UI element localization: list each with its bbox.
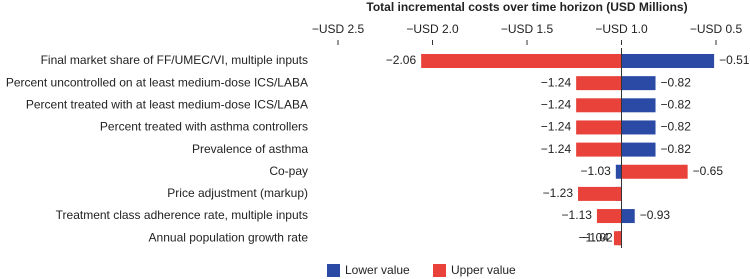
value-label: −0.82 — [661, 75, 692, 89]
category-label: Percent treated with asthma controllers — [100, 120, 308, 134]
value-label: −1.23 — [543, 186, 574, 200]
bar — [576, 76, 622, 91]
value-label: −1.03 — [580, 164, 611, 178]
category-label: Co-pay — [269, 164, 308, 178]
bar — [621, 76, 656, 91]
value-label: −1.02 — [582, 230, 613, 244]
category-label: Percent uncontrolled on at least medium-… — [6, 75, 308, 89]
value-label: −1.24 — [541, 142, 572, 156]
value-label: −0.93 — [640, 208, 671, 222]
legend-swatch — [327, 264, 340, 277]
x-tick-label: −USD 2.5 — [312, 22, 365, 36]
bar — [576, 120, 622, 135]
bar — [596, 209, 622, 224]
bar — [613, 231, 622, 246]
legend-label: Lower value — [345, 263, 410, 277]
value-label: −1.24 — [541, 97, 572, 111]
bar — [621, 209, 635, 224]
value-label: −1.24 — [541, 75, 572, 89]
x-tick-label: −USD 2.0 — [406, 22, 459, 36]
bar — [621, 54, 715, 68]
bar — [421, 54, 622, 68]
category-label: Final market share of FF/UMEC/VI, multip… — [41, 53, 308, 67]
bar — [576, 98, 622, 113]
value-label: −2.06 — [386, 53, 417, 67]
value-label: −0.82 — [661, 120, 692, 134]
bar — [576, 142, 622, 157]
legend-label: Upper value — [451, 263, 516, 277]
bar — [578, 186, 622, 201]
category-label: Percent treated with at least medium-dos… — [26, 97, 308, 111]
x-tick-label: −USD 0.5 — [690, 22, 743, 36]
bar — [621, 120, 656, 135]
x-tick-label: −USD 1.0 — [595, 22, 648, 36]
chart-title: Total incremental costs over time horizo… — [366, 0, 687, 14]
bar — [621, 164, 688, 179]
category-label: Treatment class adherence rate, multiple… — [56, 208, 308, 222]
value-label: −0.82 — [661, 97, 692, 111]
category-label: Prevalence of asthma — [192, 142, 308, 156]
value-label: −1.24 — [541, 120, 572, 134]
x-tick-label: −USD 1.5 — [501, 22, 554, 36]
bar — [615, 164, 622, 179]
category-label: Price adjustment (markup) — [167, 186, 308, 200]
value-label: −0.82 — [661, 142, 692, 156]
value-label: −0.65 — [693, 164, 724, 178]
value-label: −1.13 — [562, 208, 593, 222]
legend-swatch — [433, 264, 446, 277]
bar — [621, 98, 656, 113]
category-label: Annual population growth rate — [149, 230, 309, 244]
value-label: −1.04 — [579, 230, 610, 244]
value-label: −0.51 — [719, 53, 750, 67]
bar — [621, 142, 656, 157]
